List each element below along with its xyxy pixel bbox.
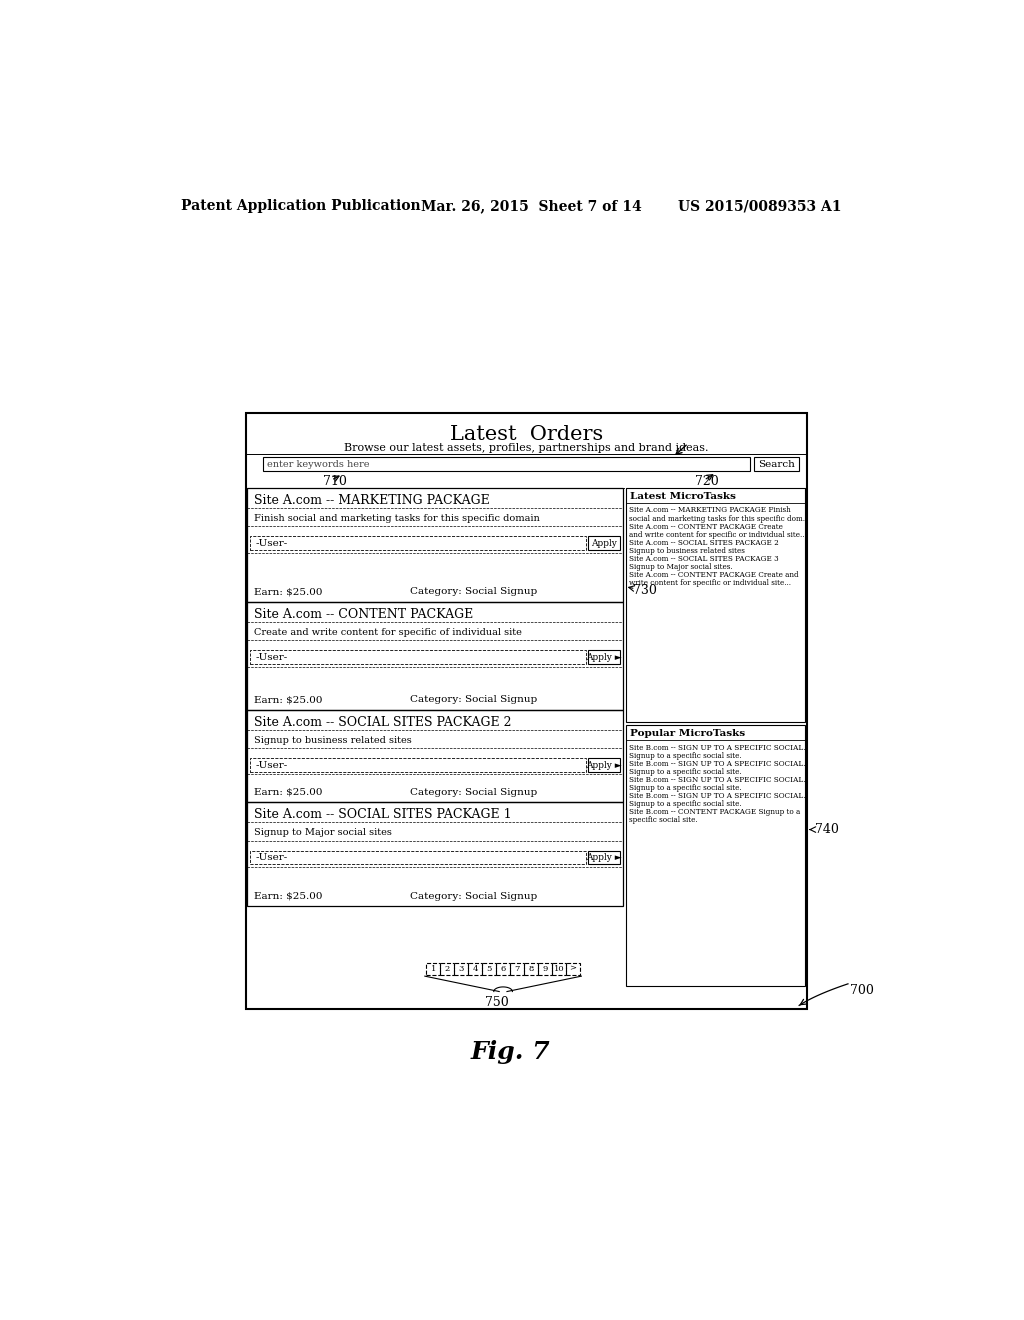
Text: 9: 9 [543, 965, 548, 973]
Text: 4: 4 [472, 965, 478, 973]
Bar [755, 457, 799, 471]
Bar [588, 850, 621, 865]
Text: Fig. 7: Fig. 7 [471, 1040, 551, 1064]
Text: specific social site.: specific social site. [630, 817, 698, 825]
Text: Latest MicroTasks: Latest MicroTasks [630, 492, 736, 500]
Text: 730: 730 [633, 583, 656, 597]
Text: Popular MicroTasks: Popular MicroTasks [630, 729, 745, 738]
Text: Site A.com -- CONTENT PACKAGE: Site A.com -- CONTENT PACKAGE [254, 607, 473, 620]
Text: Patent Application Publication: Patent Application Publication [180, 199, 420, 213]
Text: enter keywords here: enter keywords here [266, 459, 370, 469]
Text: 7: 7 [514, 965, 520, 973]
Bar [251, 758, 586, 772]
Bar [552, 964, 566, 974]
Text: Site B.com -- SIGN UP TO A SPECIFIC SOCIAL.: Site B.com -- SIGN UP TO A SPECIFIC SOCI… [630, 760, 806, 768]
Bar [524, 964, 538, 974]
Text: Earn: $25.00: Earn: $25.00 [254, 696, 323, 704]
Text: Latest  Orders: Latest Orders [450, 425, 603, 444]
Text: Site A.com -- SOCIAL SITES PACKAGE 2: Site A.com -- SOCIAL SITES PACKAGE 2 [630, 539, 779, 546]
Text: Site A.com -- MARKETING PACKAGE: Site A.com -- MARKETING PACKAGE [254, 494, 489, 507]
Text: Earn: $25.00: Earn: $25.00 [254, 788, 323, 796]
Text: Signup to Major social sites.: Signup to Major social sites. [630, 564, 733, 572]
Bar [246, 413, 807, 1010]
Text: Signup to business related sites: Signup to business related sites [630, 546, 745, 554]
Text: 750: 750 [485, 995, 509, 1008]
Bar [627, 725, 805, 986]
Text: Apply: Apply [591, 539, 616, 548]
Text: Site A.com -- CONTENT PACKAGE Create: Site A.com -- CONTENT PACKAGE Create [630, 523, 783, 531]
Text: Signup to a specific social site.: Signup to a specific social site. [630, 752, 742, 760]
Bar [248, 710, 624, 803]
Bar [426, 964, 440, 974]
Text: Site B.com -- SIGN UP TO A SPECIFIC SOCIAL.: Site B.com -- SIGN UP TO A SPECIFIC SOCI… [630, 743, 806, 751]
Text: Category: Social Signup: Category: Social Signup [410, 891, 538, 900]
Text: 1: 1 [431, 965, 436, 973]
Text: -User-: -User- [255, 653, 288, 661]
Text: Mar. 26, 2015  Sheet 7 of 14: Mar. 26, 2015 Sheet 7 of 14 [421, 199, 642, 213]
Bar [248, 602, 624, 710]
Text: 10: 10 [554, 965, 564, 973]
Bar [251, 651, 586, 664]
Bar [251, 536, 586, 550]
Text: -User-: -User- [255, 853, 288, 862]
Text: 6: 6 [501, 965, 506, 973]
Bar [588, 758, 621, 772]
Bar [248, 488, 624, 602]
Bar [251, 850, 586, 865]
Text: 2: 2 [444, 965, 450, 973]
Bar [627, 488, 805, 722]
Text: Create and write content for specific of individual site: Create and write content for specific of… [254, 628, 521, 638]
Text: US 2015/0089353 A1: US 2015/0089353 A1 [678, 199, 842, 213]
Text: 710: 710 [324, 475, 347, 488]
Text: Site A.com -- MARKETING PACKAGE Finish: Site A.com -- MARKETING PACKAGE Finish [630, 507, 792, 515]
Text: Search: Search [758, 459, 795, 469]
Text: Signup to business related sites: Signup to business related sites [254, 737, 412, 744]
Text: -User-: -User- [255, 760, 288, 770]
Text: Signup to a specific social site.: Signup to a specific social site. [630, 800, 742, 808]
Text: 3: 3 [459, 965, 464, 973]
Text: Category: Social Signup: Category: Social Signup [410, 696, 538, 704]
Bar [455, 964, 468, 974]
Bar [496, 964, 510, 974]
Text: Signup to Major social sites: Signup to Major social sites [254, 829, 391, 837]
Text: social and marketing tasks for this specific dom..: social and marketing tasks for this spec… [630, 515, 808, 523]
Text: Apply ►: Apply ► [586, 653, 622, 661]
Text: -User-: -User- [255, 539, 288, 548]
Text: Site B.com -- SIGN UP TO A SPECIFIC SOCIAL.: Site B.com -- SIGN UP TO A SPECIFIC SOCI… [630, 776, 806, 784]
Text: Site A.com -- SOCIAL SITES PACKAGE 3: Site A.com -- SOCIAL SITES PACKAGE 3 [630, 554, 779, 562]
Bar [510, 964, 524, 974]
Text: 740: 740 [815, 824, 839, 836]
Text: Apply ►: Apply ► [586, 760, 622, 770]
Bar [588, 536, 621, 550]
Bar [440, 964, 455, 974]
Text: 720: 720 [694, 475, 718, 488]
Bar [538, 964, 552, 974]
Text: Category: Social Signup: Category: Social Signup [410, 587, 538, 597]
Text: Earn: $25.00: Earn: $25.00 [254, 891, 323, 900]
Text: Site A.com -- SOCIAL SITES PACKAGE 2: Site A.com -- SOCIAL SITES PACKAGE 2 [254, 715, 511, 729]
Text: Site A.com -- SOCIAL SITES PACKAGE 1: Site A.com -- SOCIAL SITES PACKAGE 1 [254, 808, 511, 821]
Bar [566, 964, 580, 974]
Bar [263, 457, 751, 471]
Text: Earn: $25.00: Earn: $25.00 [254, 587, 323, 597]
Bar [588, 651, 621, 664]
Text: >: > [569, 965, 577, 973]
Text: Signup to a specific social site.: Signup to a specific social site. [630, 784, 742, 792]
Text: Site A.com -- CONTENT PACKAGE Create and: Site A.com -- CONTENT PACKAGE Create and [630, 572, 799, 579]
Text: Site B.com -- SIGN UP TO A SPECIFIC SOCIAL.: Site B.com -- SIGN UP TO A SPECIFIC SOCI… [630, 792, 806, 800]
Text: Category: Social Signup: Category: Social Signup [410, 788, 538, 796]
Text: Site B.com -- CONTENT PACKAGE Signup to a: Site B.com -- CONTENT PACKAGE Signup to … [630, 808, 801, 816]
Text: write content for specific or individual site...: write content for specific or individual… [630, 579, 792, 587]
Text: Finish social and marketing tasks for this specific domain: Finish social and marketing tasks for th… [254, 515, 540, 523]
Bar [468, 964, 482, 974]
Text: 8: 8 [528, 965, 534, 973]
Bar [482, 964, 496, 974]
Text: and write content for specific or individual site...: and write content for specific or indivi… [630, 531, 807, 539]
Text: Signup to a specific social site.: Signup to a specific social site. [630, 768, 742, 776]
Text: Apply ►: Apply ► [586, 853, 622, 862]
Text: Browse our latest assets, profiles, partnerships and brand ideas.: Browse our latest assets, profiles, part… [344, 444, 709, 453]
Text: 5: 5 [486, 965, 492, 973]
Text: 700: 700 [850, 983, 873, 997]
Bar [248, 803, 624, 906]
